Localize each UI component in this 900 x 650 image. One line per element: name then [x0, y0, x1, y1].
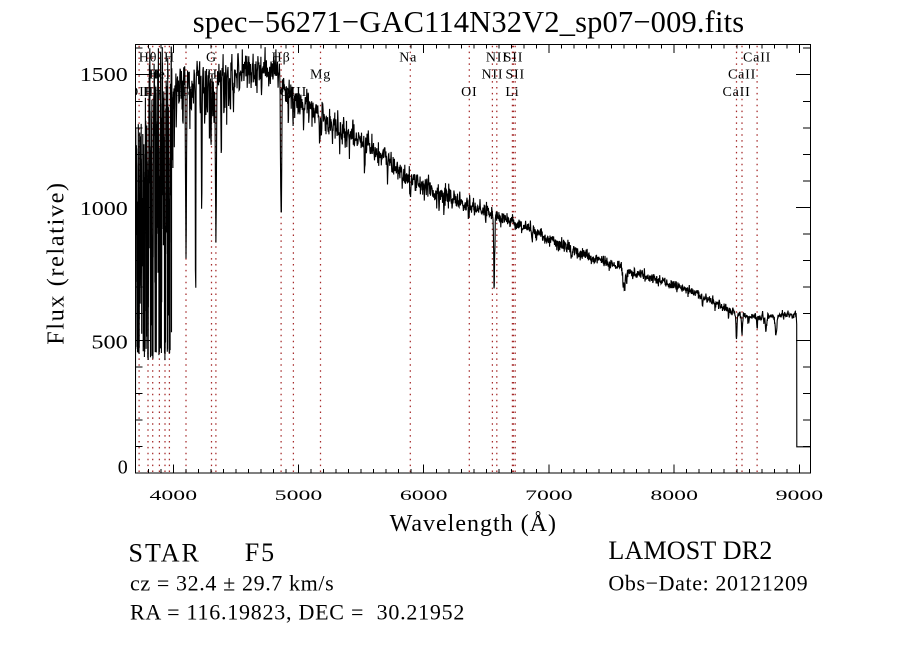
- svg-text:G: G: [206, 50, 217, 65]
- svg-text:Hθ: Hθ: [139, 50, 157, 65]
- svg-text:H: H: [149, 68, 160, 83]
- svg-text:Mg: Mg: [310, 68, 331, 83]
- svg-text:Hδ: Hδ: [177, 85, 195, 100]
- svg-text:F5: F5: [245, 538, 276, 567]
- svg-text:CaII: CaII: [722, 85, 750, 100]
- svg-text:STAR: STAR: [129, 539, 201, 568]
- svg-text:1500: 1500: [80, 64, 128, 86]
- svg-text:4000: 4000: [150, 488, 198, 504]
- svg-text:Wavelength (Å): Wavelength (Å): [390, 511, 557, 537]
- svg-text:Hβ: Hβ: [272, 50, 291, 65]
- svg-text:Hη: Hη: [143, 85, 162, 100]
- svg-text:Obs−Date: 20121209: Obs−Date: 20121209: [608, 571, 808, 596]
- svg-text:spec−56271−GAC114N32V2_sp07−00: spec−56271−GAC114N32V2_sp07−009.fits: [193, 5, 744, 39]
- svg-text:500: 500: [91, 331, 127, 353]
- svg-text:RA = 116.19823, DEC = 30.2195: RA = 116.19823, DEC = 30.21952: [130, 600, 465, 625]
- svg-text:9000: 9000: [776, 488, 824, 504]
- svg-text:CaII: CaII: [743, 50, 771, 65]
- svg-text:0: 0: [118, 457, 128, 479]
- svg-text:6000: 6000: [400, 488, 448, 504]
- svg-text:CaII: CaII: [728, 68, 756, 83]
- svg-text:8000: 8000: [650, 488, 698, 504]
- svg-text:LAMOST DR2: LAMOST DR2: [608, 536, 772, 565]
- svg-text:OII: OII: [128, 85, 150, 100]
- svg-text:SII: SII: [505, 68, 525, 83]
- svg-text:SII: SII: [504, 50, 524, 65]
- svg-text:5000: 5000: [275, 488, 323, 504]
- svg-text:NII: NII: [486, 50, 508, 65]
- svg-text:7000: 7000: [525, 488, 573, 504]
- svg-text:Li: Li: [505, 85, 519, 100]
- svg-text:Na: Na: [399, 50, 417, 65]
- svg-text:OIII: OIII: [280, 85, 307, 100]
- svg-text:NII: NII: [481, 68, 503, 83]
- svg-text:OI: OI: [461, 85, 477, 100]
- svg-text:H: H: [164, 50, 175, 65]
- svg-text:Flux (relative): Flux (relative): [44, 181, 70, 344]
- svg-text:HeI: HeI: [148, 68, 171, 83]
- svg-text:Hγ: Hγ: [207, 68, 225, 83]
- svg-text:1000: 1000: [80, 198, 128, 220]
- svg-text:cz = 32.4 ± 29.7 km/s: cz = 32.4 ± 29.7 km/s: [130, 571, 334, 596]
